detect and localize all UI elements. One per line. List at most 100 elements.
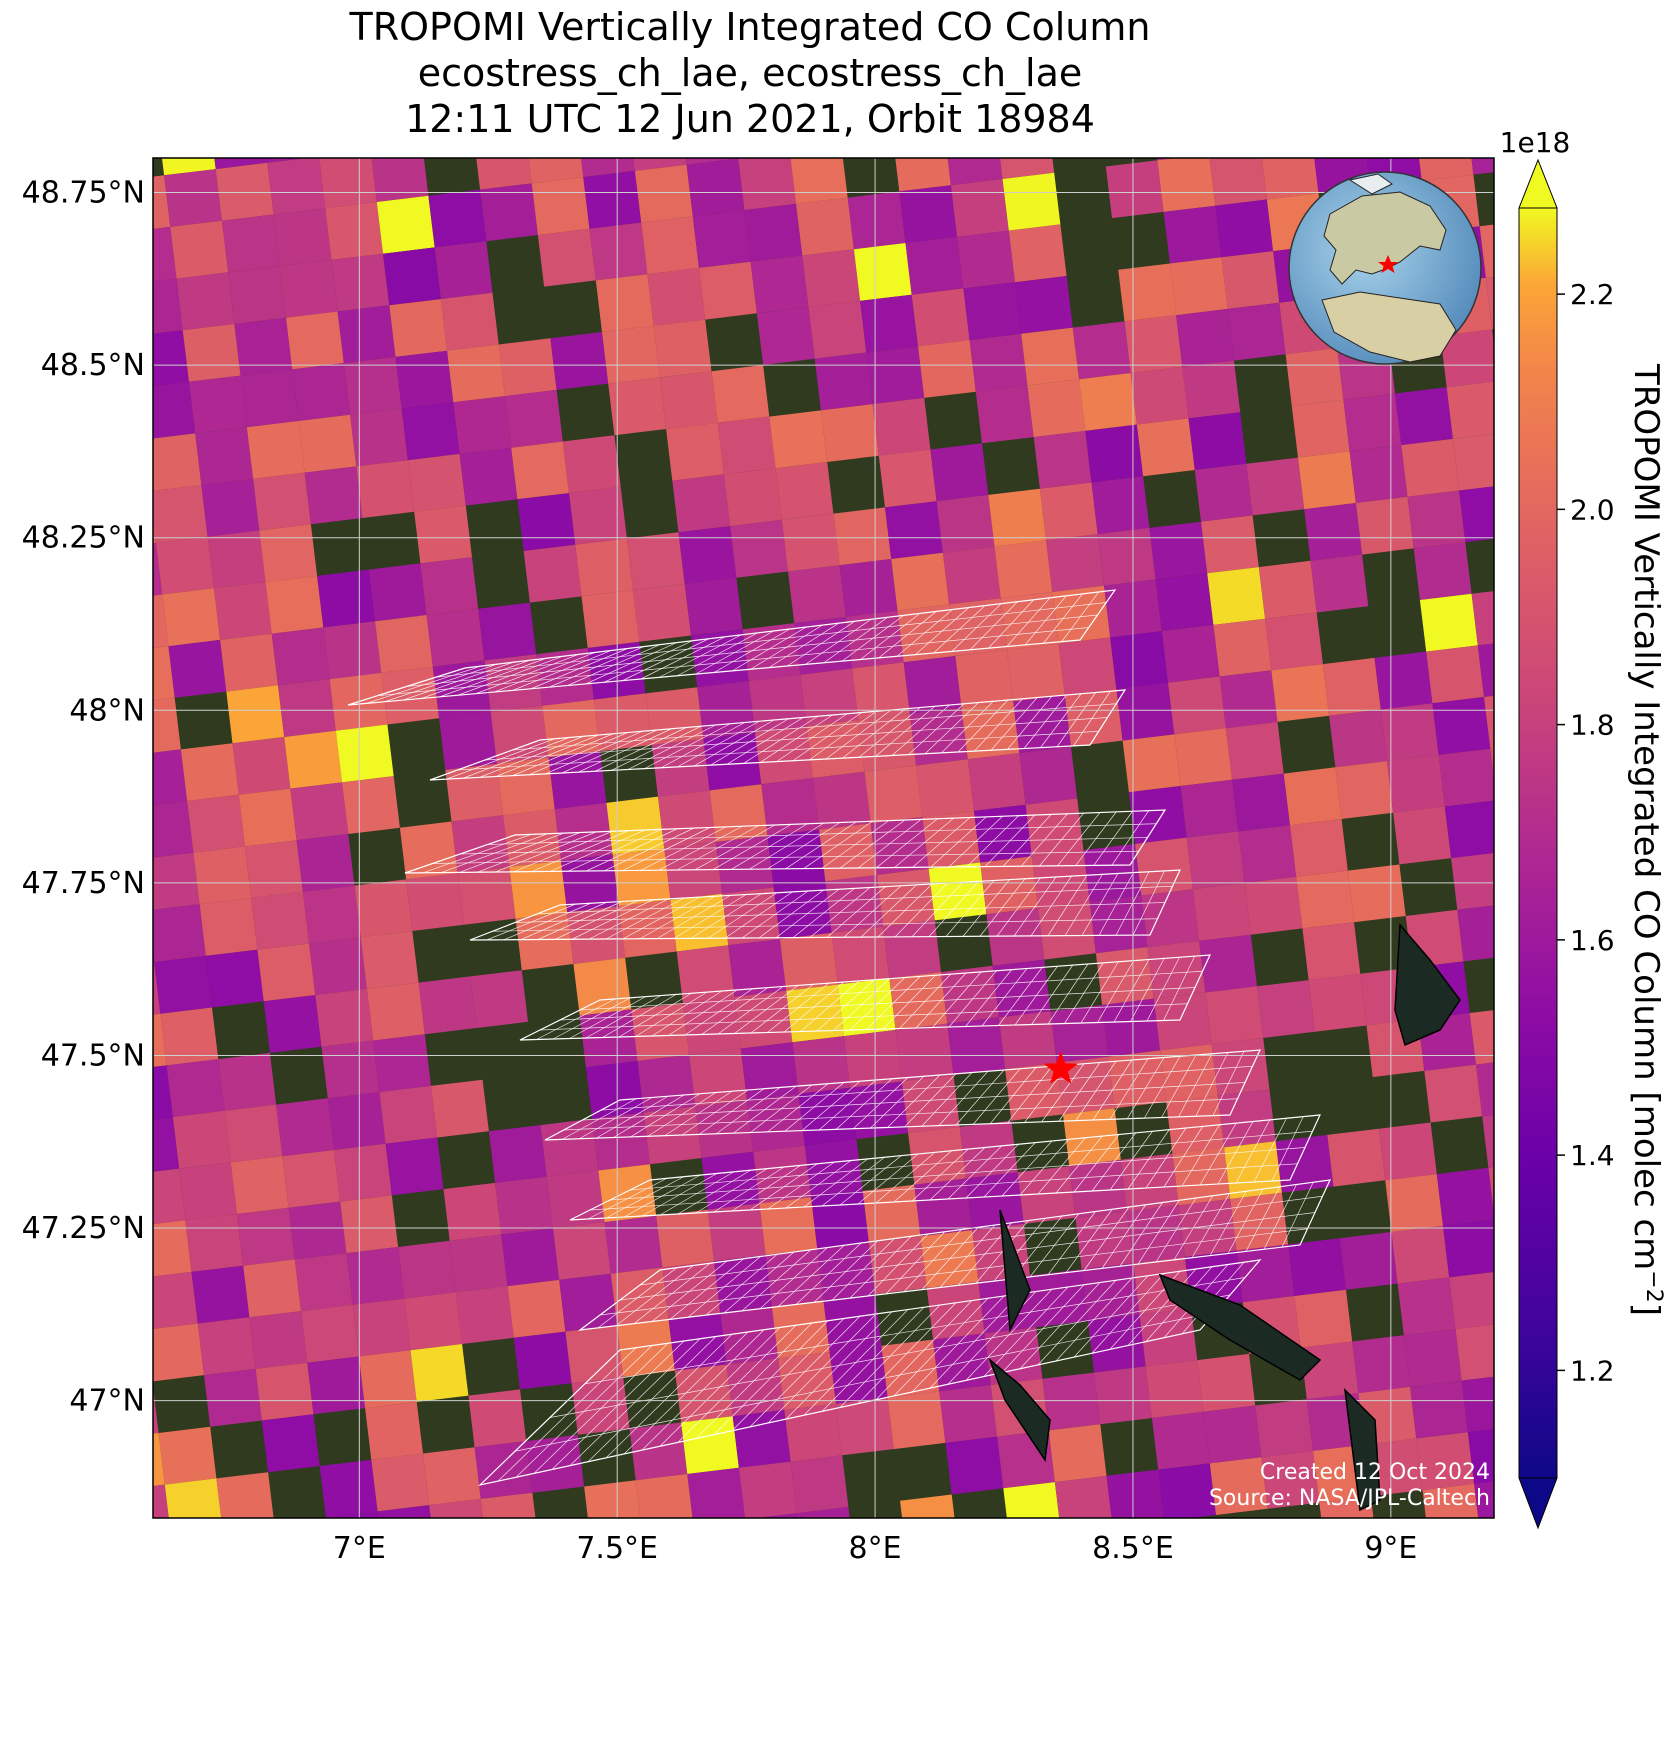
lat-tick-label: 47.75°N [22, 866, 145, 901]
site-marker-star[interactable] [1043, 1051, 1078, 1084]
co-pixel [156, 536, 214, 595]
co-pixel [1169, 257, 1228, 316]
co-pixel [153, 1220, 192, 1277]
co-pixel [699, 261, 757, 320]
co-pixel [220, 633, 278, 692]
co-pixel [759, 1197, 818, 1255]
source-credit: Source: NASA/JPL-Caltech [1208, 1486, 1490, 1511]
co-pixel [1054, 1475, 1112, 1518]
co-pixel [511, 441, 569, 500]
co-pixel [633, 158, 687, 171]
co-pixel [373, 1034, 431, 1093]
co-pixel [950, 179, 1009, 237]
co-pixel [238, 788, 297, 847]
co-pixel [158, 1426, 217, 1485]
footprint-band [478, 1259, 1262, 1487]
co-pixel [592, 1112, 650, 1171]
co-pixel [581, 590, 640, 648]
co-pixel [744, 203, 803, 262]
co-pixel [1391, 1225, 1450, 1284]
co-pixel [179, 1162, 237, 1221]
co-pixel [969, 333, 1028, 392]
co-pixel [488, 1125, 547, 1183]
footprint-band [519, 954, 1211, 1041]
co-pixel [1455, 1324, 1494, 1381]
co-pixel [1482, 1114, 1494, 1168]
co-pixel [1180, 779, 1239, 838]
footprint-band [577, 1179, 1332, 1331]
co-pixel [1436, 1167, 1494, 1226]
co-pixel [1355, 496, 1414, 555]
co-pixel [1209, 1457, 1268, 1515]
co-pixel [1163, 205, 1222, 264]
co-pixel [307, 1356, 366, 1415]
co-pixel [377, 1505, 431, 1518]
co-pixel [738, 158, 743, 159]
lake-outlines [988, 923, 1461, 1512]
co-pixel [1151, 1411, 1210, 1470]
co-pixel [1003, 1482, 1060, 1518]
site-star-icon[interactable] [1043, 1051, 1078, 1084]
co-pixel [321, 1040, 380, 1099]
co-pixel [914, 1178, 973, 1237]
co-pixel [961, 701, 1020, 760]
co-pixel [1166, 1095, 1225, 1154]
lat-tick-label: 47.25°N [22, 1211, 145, 1246]
co-pixel [885, 501, 943, 559]
lat-tick-label: 48.25°N [22, 521, 145, 556]
co-pixel [1440, 329, 1494, 388]
co-pixel [379, 1085, 438, 1144]
co-pixel [457, 866, 516, 925]
co-pixel [1416, 1432, 1475, 1491]
co-pixel [334, 1143, 392, 1202]
co-pixel [230, 1156, 289, 1214]
co-pixel [1230, 1192, 1289, 1251]
co-pixel [1056, 1056, 1115, 1115]
co-pixel [368, 563, 427, 622]
co-pixel [928, 862, 987, 921]
co-pixel [1118, 263, 1177, 322]
co-pixel [216, 1472, 274, 1518]
co-pixel [279, 259, 338, 318]
co-pixel [1052, 585, 1111, 644]
footprint-band [569, 1114, 1321, 1221]
co-pixel [406, 873, 464, 931]
co-pixel [1490, 748, 1494, 780]
co-pixel [267, 158, 326, 215]
co-pixel [1446, 381, 1494, 439]
co-pixel [786, 984, 844, 1043]
co-pixel [1033, 430, 1092, 489]
co-pixel [778, 1352, 836, 1410]
co-pixel [1027, 379, 1086, 438]
co-pixel [331, 253, 390, 312]
co-pixel [891, 552, 950, 611]
co-pixel [1275, 1134, 1334, 1193]
co-pixel [569, 486, 627, 545]
co-pixel [153, 749, 188, 806]
co-pixel [523, 544, 582, 603]
co-pixel [773, 881, 832, 940]
co-pixel [1484, 695, 1494, 749]
co-pixel [1015, 276, 1073, 334]
co-pixel [717, 416, 776, 475]
co-pixel [668, 1312, 727, 1371]
co-pixel [67, 233, 125, 291]
co-pixel [939, 76, 997, 134]
co-pixel [1485, 276, 1494, 330]
co-pixel [1310, 554, 1369, 613]
co-pixel [552, 1222, 611, 1280]
colorbar: 1.2 1.4 1.6 1.8 2.0 2.2 1e18 TROPOMI Vertical… [1500, 126, 1667, 1530]
co-pixel [153, 594, 169, 649]
co-pixel [1395, 387, 1453, 446]
co-pixel [153, 1484, 169, 1518]
co-pixel [304, 466, 363, 525]
footprint-band [469, 869, 1181, 941]
co-pixel [215, 162, 274, 221]
map-area[interactable]: 48.75°N 48.5°N 48.25°N 48°N 47.75°N 47.5°N 47.… [22, 70, 1580, 1701]
co-pixel [986, 907, 1045, 966]
co-pixel [401, 402, 460, 461]
co-pixel [872, 397, 931, 456]
co-pixel [835, 88, 893, 146]
co-pixel [429, 1498, 484, 1518]
co-pixel [92, 440, 150, 498]
